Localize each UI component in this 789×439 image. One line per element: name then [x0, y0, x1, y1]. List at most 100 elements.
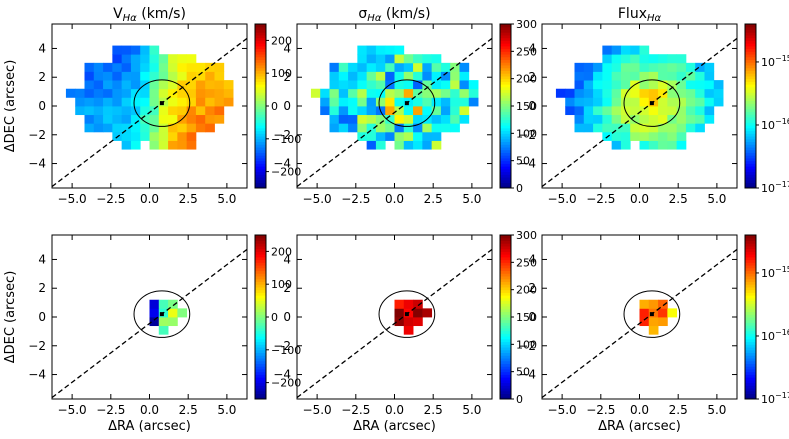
colorbar-segment [745, 130, 756, 134]
colorbar-segment [745, 393, 756, 397]
colorbar-segment [500, 393, 511, 397]
pixel-map [65, 45, 234, 150]
map-cell [177, 131, 188, 141]
colorbar-segment [255, 67, 266, 71]
map-cell [450, 62, 460, 72]
map-cell [375, 140, 386, 150]
y-tick-label: 4 [283, 41, 291, 55]
colorbar-segment [500, 26, 511, 30]
map-cell [440, 114, 451, 124]
colorbar-segment [255, 289, 266, 293]
map-cell [140, 131, 150, 141]
map-cell [195, 97, 206, 107]
map-cell [658, 80, 668, 90]
colorbar-segment [745, 336, 756, 340]
map-cell [440, 71, 451, 81]
map-cell [413, 299, 423, 309]
colorbar-segment [255, 29, 266, 33]
map-cell [667, 123, 678, 133]
map-cell [177, 62, 188, 72]
map-cell [214, 114, 225, 124]
map-cell [158, 123, 169, 133]
colorbar-segment [255, 300, 266, 304]
map-cell [611, 62, 622, 72]
map-cell [394, 114, 405, 124]
colorbar-segment [500, 24, 511, 28]
map-cell [413, 140, 423, 150]
map-cell [602, 106, 613, 116]
colorbar-tick-label: 250 [516, 256, 537, 269]
x-tick-label: 2.5 [669, 403, 688, 417]
colorbar-segment [500, 138, 511, 143]
colorbar-segment [745, 251, 756, 255]
map-cell [648, 71, 659, 81]
colorbar-segment [255, 81, 266, 85]
colorbar-segment [255, 133, 266, 137]
center-marker [649, 101, 654, 106]
map-cell [403, 62, 414, 72]
colorbar-segment [745, 48, 756, 52]
map-cell [84, 123, 95, 133]
colorbar-segment [500, 108, 511, 112]
map-cell [583, 62, 594, 72]
map-cell [103, 71, 113, 81]
colorbar-segment [255, 32, 266, 36]
colorbar-segment [500, 358, 511, 362]
map-cell [158, 325, 169, 335]
map-cell [602, 54, 613, 64]
colorbar-segment [255, 141, 266, 145]
colorbar-segment [745, 390, 756, 395]
map-cell [685, 123, 696, 133]
map-cell [112, 106, 123, 116]
colorbar-segment [745, 379, 756, 384]
colorbar-segment [745, 303, 756, 307]
colorbar-segment [745, 75, 756, 80]
colorbar-segment [255, 160, 266, 164]
y-tick-label: 4 [283, 252, 291, 266]
map-cell [121, 45, 132, 55]
colorbar-segment [500, 168, 511, 173]
colorbar-segment [745, 179, 756, 184]
map-cell [112, 80, 123, 90]
map-cell [214, 97, 225, 107]
colorbar-segment [255, 341, 266, 345]
colorbar-segment [500, 306, 511, 310]
map-cell [177, 123, 188, 133]
map-cell [667, 106, 678, 116]
map-cell [366, 123, 377, 133]
colorbar-tick-label: 150 [516, 311, 537, 324]
map-cell [685, 80, 696, 90]
map-cell [186, 97, 197, 107]
x-tick-label: 2.5 [179, 403, 198, 417]
colorbar-segment [500, 286, 511, 291]
colorbar-segment [745, 166, 756, 170]
colorbar-segment [745, 111, 756, 115]
colorbar-segment [500, 48, 511, 52]
map-cell [103, 80, 113, 90]
colorbar-segment [745, 278, 756, 282]
map-cell [593, 88, 603, 98]
map-cell [403, 131, 414, 141]
colorbar-segment [255, 45, 266, 50]
map-cell [648, 106, 659, 116]
map-cell [121, 123, 132, 133]
colorbar-segment [255, 243, 266, 247]
colorbar-segment [255, 344, 266, 348]
colorbar-segment [745, 127, 756, 132]
colorbar-segment [745, 243, 756, 247]
y-tick-label: −4 [273, 368, 291, 382]
y-tick-label: 0 [38, 310, 46, 324]
map-cell [667, 131, 678, 141]
colorbar-segment [500, 127, 511, 132]
center-marker [649, 312, 654, 317]
colorbar-segment [500, 319, 511, 323]
colorbar-segment [255, 185, 266, 189]
map-cell [685, 97, 696, 107]
aperture-circle [623, 79, 681, 127]
map-cell [385, 71, 395, 81]
map-cell [158, 317, 169, 327]
colorbar-segment [745, 396, 756, 400]
y-tick-label: 0 [528, 310, 536, 324]
colorbar-segment [500, 119, 511, 123]
colorbar-segment [500, 256, 511, 261]
